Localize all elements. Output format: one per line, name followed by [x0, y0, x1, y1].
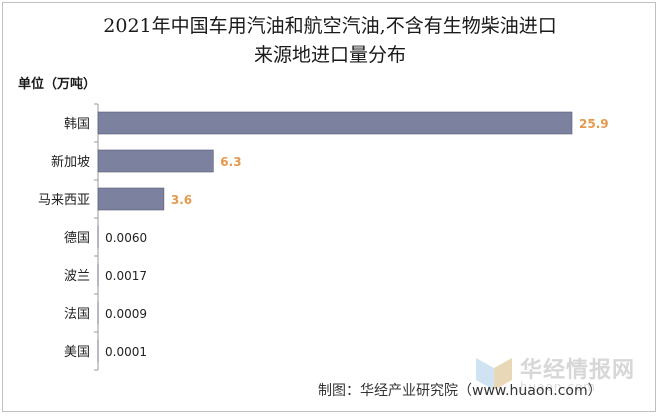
huaon-logo-icon [476, 358, 512, 390]
chart-title-line-2: 来源地进口量分布 [253, 44, 406, 66]
data-label: 0.0009 [105, 307, 147, 321]
bar [97, 187, 165, 211]
chart-title-line-1: 2021年中国车用汽油和航空汽油,不含有生物柴油进口 [103, 15, 557, 37]
category-label: 韩国 [64, 117, 90, 132]
watermark: 华经情报网 huaon.com [474, 350, 644, 398]
data-label: 0.0060 [105, 231, 147, 245]
category-label: 美国 [64, 345, 90, 360]
bar [97, 111, 573, 135]
bar [97, 149, 214, 173]
data-label: 0.0017 [105, 269, 147, 283]
category-label: 新加坡 [51, 154, 90, 170]
watermark-logo-text: 华经情报网 [520, 358, 636, 383]
category-label: 波兰 [64, 269, 90, 284]
source-credit: 制图：华经产业研究院（www.huaon.com） [318, 383, 602, 399]
data-label: 25.9 [579, 117, 609, 131]
category-label: 德国 [64, 231, 90, 246]
category-label: 法国 [64, 307, 90, 322]
data-label: 3.6 [171, 193, 192, 207]
data-label: 0.0001 [105, 345, 147, 359]
data-label: 6.3 [220, 155, 241, 169]
category-label: 马来西亚 [38, 193, 90, 208]
watermark-url: huaon.com [520, 380, 596, 394]
unit-label: 单位（万吨） [18, 77, 97, 92]
